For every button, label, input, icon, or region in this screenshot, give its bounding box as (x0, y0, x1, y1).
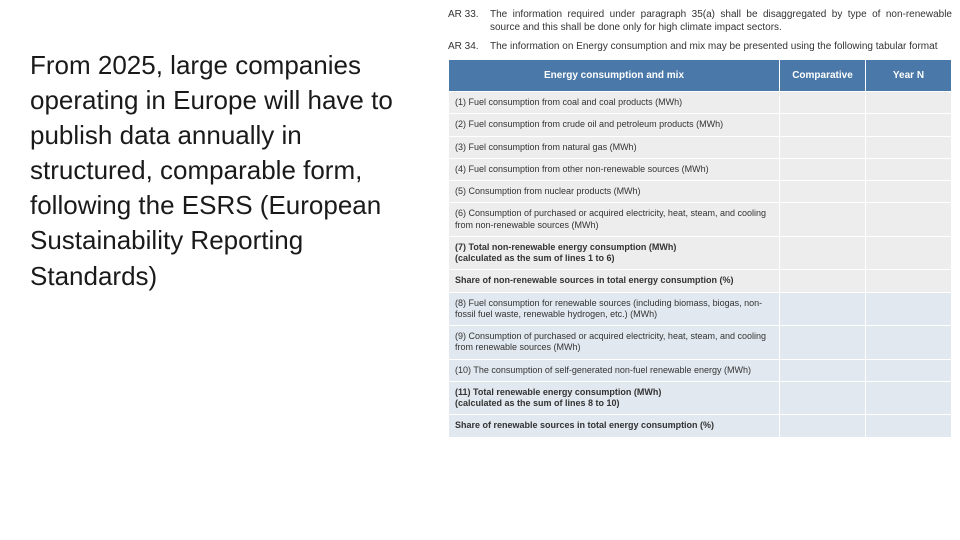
cell-yearn (866, 92, 951, 113)
cell-desc: (11) Total renewable energy consumption … (449, 382, 779, 415)
cell-comparative (780, 360, 865, 381)
cell-desc: (7) Total non-renewable energy consumpti… (449, 237, 779, 270)
table-row: (7) Total non-renewable energy consumpti… (449, 237, 951, 270)
cell-desc: (2) Fuel consumption from crude oil and … (449, 114, 779, 135)
cell-desc: (8) Fuel consumption for renewable sourc… (449, 293, 779, 326)
table-row: (10) The consumption of self-generated n… (449, 360, 951, 381)
table-row: (4) Fuel consumption from other non-rene… (449, 159, 951, 180)
energy-table: Energy consumption and mix Comparative Y… (448, 59, 952, 438)
cell-yearn (866, 360, 951, 381)
cell-desc: (10) The consumption of self-generated n… (449, 360, 779, 381)
ar33-label: AR 33. (448, 8, 490, 34)
ar33-paragraph: AR 33. The information required under pa… (448, 8, 952, 34)
table-row: (5) Consumption from nuclear products (M… (449, 181, 951, 202)
table-row: (8) Fuel consumption for renewable sourc… (449, 293, 951, 326)
cell-desc: (1) Fuel consumption from coal and coal … (449, 92, 779, 113)
left-panel: From 2025, large companies operating in … (0, 0, 440, 540)
cell-comparative (780, 159, 865, 180)
th-yearn: Year N (866, 60, 951, 91)
cell-comparative (780, 415, 865, 436)
cell-desc: Share of renewable sources in total ener… (449, 415, 779, 436)
table-row: (6) Consumption of purchased or acquired… (449, 203, 951, 236)
cell-comparative (780, 181, 865, 202)
cell-desc: (9) Consumption of purchased or acquired… (449, 326, 779, 359)
cell-yearn (866, 181, 951, 202)
table-row: (2) Fuel consumption from crude oil and … (449, 114, 951, 135)
cell-yearn (866, 415, 951, 436)
table-row: (11) Total renewable energy consumption … (449, 382, 951, 415)
cell-comparative (780, 382, 865, 415)
table-row: Share of renewable sources in total ener… (449, 415, 951, 436)
ar34-text: The information on Energy consumption an… (490, 40, 952, 53)
cell-yearn (866, 382, 951, 415)
cell-comparative (780, 293, 865, 326)
table-row: (9) Consumption of purchased or acquired… (449, 326, 951, 359)
cell-yearn (866, 203, 951, 236)
cell-yearn (866, 237, 951, 270)
th-desc: Energy consumption and mix (449, 60, 779, 91)
cell-comparative (780, 326, 865, 359)
ar34-paragraph: AR 34. The information on Energy consump… (448, 40, 952, 53)
th-comparative: Comparative (780, 60, 865, 91)
cell-yearn (866, 114, 951, 135)
cell-desc: (6) Consumption of purchased or acquired… (449, 203, 779, 236)
cell-desc: Share of non-renewable sources in total … (449, 270, 779, 291)
cell-yearn (866, 293, 951, 326)
table-row: Share of non-renewable sources in total … (449, 270, 951, 291)
table-row: (3) Fuel consumption from natural gas (M… (449, 137, 951, 158)
cell-desc: (3) Fuel consumption from natural gas (M… (449, 137, 779, 158)
cell-yearn (866, 270, 951, 291)
cell-comparative (780, 92, 865, 113)
cell-desc: (4) Fuel consumption from other non-rene… (449, 159, 779, 180)
cell-comparative (780, 114, 865, 135)
cell-desc: (5) Consumption from nuclear products (M… (449, 181, 779, 202)
ar34-label: AR 34. (448, 40, 490, 53)
cell-yearn (866, 137, 951, 158)
right-panel: AR 33. The information required under pa… (440, 0, 960, 540)
cell-comparative (780, 137, 865, 158)
table-header-row: Energy consumption and mix Comparative Y… (449, 60, 951, 91)
intro-text: From 2025, large companies operating in … (30, 48, 420, 294)
table-row: (1) Fuel consumption from coal and coal … (449, 92, 951, 113)
cell-comparative (780, 270, 865, 291)
ar33-text: The information required under paragraph… (490, 8, 952, 34)
cell-yearn (866, 159, 951, 180)
cell-comparative (780, 237, 865, 270)
cell-yearn (866, 326, 951, 359)
cell-comparative (780, 203, 865, 236)
